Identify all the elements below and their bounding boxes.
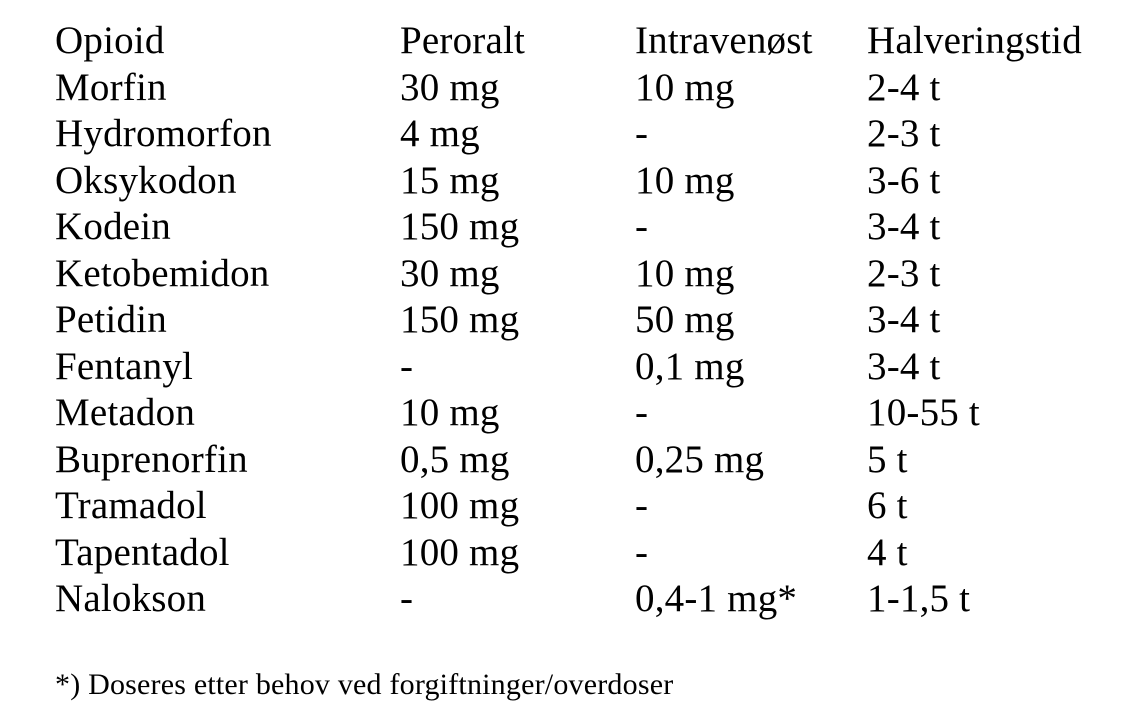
cell-halveringstid: 3-6 t [867,158,941,202]
cell-opioid: Morfin [55,65,167,109]
cell-halveringstid: 3-4 t [867,344,941,388]
cell-intravenost: - [635,112,649,155]
cell-halveringstid: 3-4 t [867,205,941,248]
cell-intravenost: - [635,530,649,574]
cell-opioid: Metadon [55,391,196,434]
cell-opioid: Tramadol [55,484,207,527]
cell-opioid: Buprenorfin [55,437,248,481]
cell-peroralt: - [400,577,414,620]
cell-intravenost: - [635,205,649,248]
table-row: Tapentadol 100 mg - 4 t [55,530,1132,577]
cell-halveringstid: 2-3 t [867,112,941,155]
cell-halveringstid: 10-55 t [867,391,980,434]
cell-opioid: Fentanyl [55,344,194,388]
table-body: Morfin 30 mg 10 mg 2-4 t Hydromorfon 4 mg - 2-3… [55,65,1132,623]
cell-intravenost: 0,25 mg [635,437,765,481]
cell-intravenost: 10 mg [635,158,735,202]
cell-halveringstid: 6 t [867,484,908,527]
cell-opioid: Petidin [55,298,167,341]
cell-intravenost: - [635,391,649,434]
table-row: Petidin 150 mg 50 mg 3-4 t [55,297,1132,344]
table-row: Buprenorfin 0,5 mg 0,25 mg 5 t [55,437,1132,484]
cell-halveringstid: 5 t [867,437,908,481]
cell-intravenost: 10 mg [635,65,735,109]
column-header-opioid: Opioid [55,19,165,62]
column-header-halveringstid: Halveringstid [867,19,1082,62]
cell-peroralt: - [400,344,414,388]
cell-opioid: Tapentadol [55,530,230,574]
cell-intravenost: 50 mg [635,298,735,341]
cell-halveringstid: 2-4 t [867,65,941,109]
cell-intravenost: - [635,484,649,527]
cell-peroralt: 4 mg [400,112,480,155]
column-header-peroralt: Peroralt [400,19,526,62]
cell-peroralt: 0,5 mg [400,437,510,481]
table-row: Morfin 30 mg 10 mg 2-4 t [55,65,1132,112]
opioid-dose-table: Opioid Peroralt Intravenøst Halveringsti… [55,18,1132,623]
cell-peroralt: 150 mg [400,205,520,248]
cell-opioid: Ketobemidon [55,251,270,295]
cell-peroralt: 15 mg [400,158,500,202]
table-header-row: Opioid Peroralt Intravenøst Halveringsti… [55,18,1132,65]
cell-intravenost: 0,1 mg [635,344,745,388]
table-row: Metadon 10 mg - 10-55 t [55,390,1132,437]
cell-peroralt: 10 mg [400,391,500,434]
cell-opioid: Nalokson [55,577,207,620]
table-row: Ketobemidon 30 mg 10 mg 2-3 t [55,251,1132,298]
cell-peroralt: 30 mg [400,251,500,295]
cell-halveringstid: 1-1,5 t [867,577,971,620]
cell-opioid: Kodein [55,205,172,248]
table-row: Nalokson - 0,4-1 mg* 1-1,5 t [55,576,1132,623]
cell-halveringstid: 3-4 t [867,298,941,341]
cell-peroralt: 100 mg [400,484,520,527]
cell-opioid: Oksykodon [55,158,237,202]
cell-halveringstid: 4 t [867,530,908,574]
cell-peroralt: 150 mg [400,298,520,341]
document-body: Opioid Peroralt Intravenøst Halveringsti… [55,18,1132,623]
cell-opioid: Hydromorfon [55,112,272,155]
footnote: *) Doseres etter behov ved forgiftninger… [55,668,674,701]
column-header-intravenost: Intravenøst [635,19,813,62]
cell-peroralt: 30 mg [400,65,500,109]
cell-peroralt: 100 mg [400,530,520,574]
table-row: Fentanyl - 0,1 mg 3-4 t [55,344,1132,391]
table-row: Kodein 150 mg - 3-4 t [55,204,1132,251]
cell-halveringstid: 2-3 t [867,251,941,295]
cell-intravenost: 10 mg [635,251,735,295]
table-row: Tramadol 100 mg - 6 t [55,483,1132,530]
table-row: Oksykodon 15 mg 10 mg 3-6 t [55,158,1132,205]
cell-intravenost: 0,4-1 mg* [635,577,798,620]
table-row: Hydromorfon 4 mg - 2-3 t [55,111,1132,158]
